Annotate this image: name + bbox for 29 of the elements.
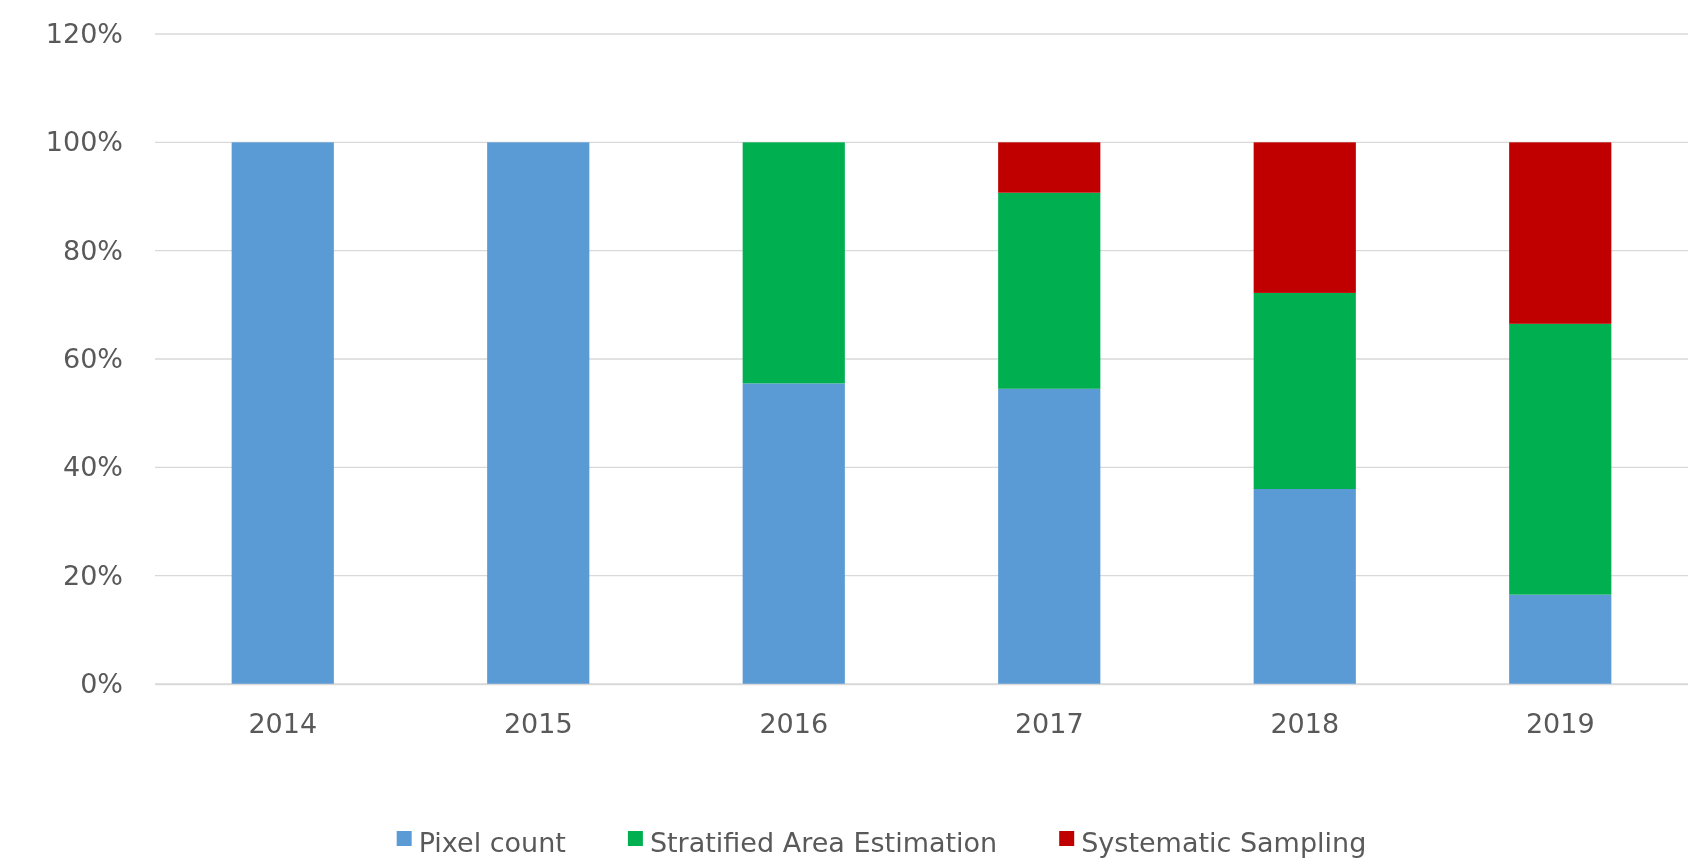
y-tick-label: 120% [45,18,123,50]
bar [998,192,1101,389]
y-tick-label: 20% [62,559,123,591]
legend-label: Pixel count [418,826,566,858]
bar [742,383,845,684]
x-tick-label: 2015 [503,708,573,740]
x-tick-label: 2014 [248,708,318,740]
x-tick-label: 2016 [759,708,829,740]
legend-label: Stratified Area Estimation [649,826,998,858]
bar [231,142,334,684]
x-tick-label: 2019 [1525,708,1595,740]
bar [1509,323,1612,595]
bar [742,142,845,384]
bar [998,142,1101,193]
legend-label: Systematic Sampling [1081,826,1367,858]
y-tick-label: 60% [62,343,123,375]
bar [1509,142,1612,324]
bar [487,142,590,684]
x-tick-label: 2018 [1270,708,1340,740]
bar [1253,489,1356,684]
y-tick-label: 80% [62,234,123,266]
y-tick-label: 100% [45,126,123,158]
y-tick-label: 0% [80,668,123,700]
bar [1253,142,1356,293]
x-tick-label: 2017 [1014,708,1084,740]
y-tick-label: 40% [62,451,123,483]
bar [998,388,1101,684]
bar [1253,292,1356,489]
bar [1509,594,1612,684]
